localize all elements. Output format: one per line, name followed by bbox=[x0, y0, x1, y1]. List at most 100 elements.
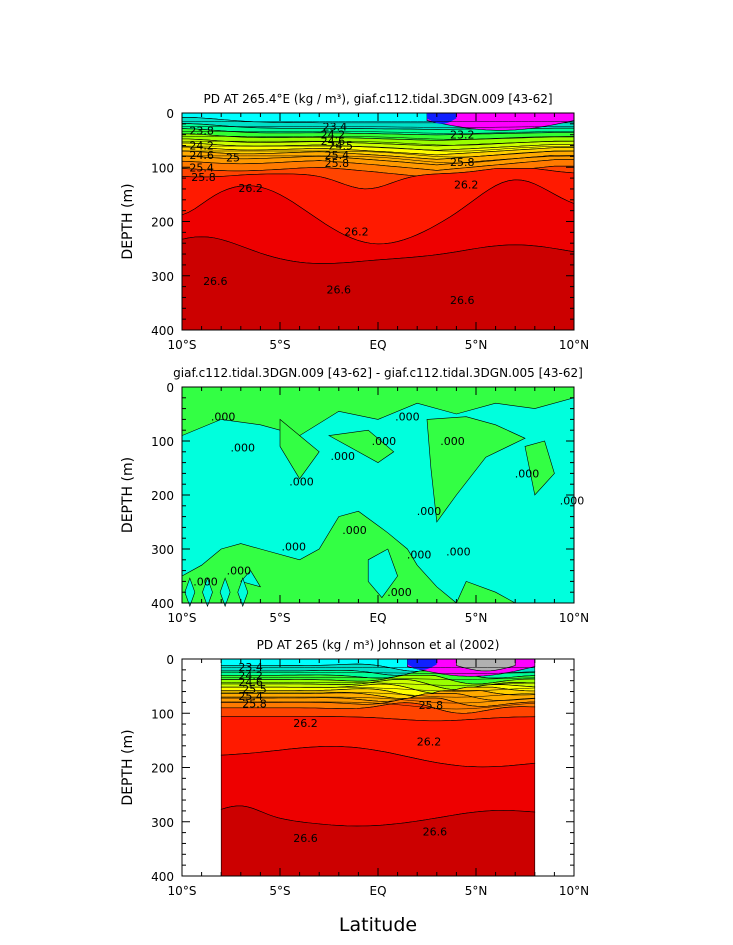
x-tick-label: EQ bbox=[369, 611, 386, 625]
contour-label: 26.2 bbox=[417, 735, 442, 748]
contour-line bbox=[221, 672, 535, 674]
x-tick-label: 5°S bbox=[269, 884, 290, 898]
x-tick-label: 5°N bbox=[465, 884, 488, 898]
x-tick-label: 5°N bbox=[465, 611, 488, 625]
contour-label: 26.2 bbox=[293, 717, 318, 730]
contour-label: 25.8 bbox=[191, 171, 216, 184]
contour-label: .000 bbox=[560, 494, 585, 507]
contour-label: 24.2 bbox=[238, 669, 263, 682]
contour-label: .000 bbox=[342, 524, 367, 537]
x-axis-label: Latitude bbox=[339, 914, 417, 936]
y-tick-label: 200 bbox=[151, 216, 174, 230]
y-tick-label: 300 bbox=[151, 270, 174, 284]
contour-label: .000 bbox=[372, 435, 397, 448]
contour-label: 26.2 bbox=[344, 225, 369, 238]
contour-label: 25.8 bbox=[419, 699, 444, 712]
x-tick-label: EQ bbox=[369, 884, 386, 898]
y-axis-label: DEPTH (m) bbox=[120, 729, 136, 805]
contour-label: 25 bbox=[226, 151, 240, 164]
diamond-mark bbox=[202, 577, 213, 608]
contour-line bbox=[182, 131, 574, 134]
contour-label: .000 bbox=[193, 575, 218, 588]
y-tick-label: 0 bbox=[166, 653, 174, 667]
y-tick-label: 0 bbox=[166, 107, 174, 121]
x-tick-label: 5°S bbox=[269, 338, 290, 352]
contour-label: .000 bbox=[289, 476, 314, 489]
contour-label: .000 bbox=[417, 505, 442, 518]
x-tick-label: 5°N bbox=[465, 338, 488, 352]
difference-region bbox=[279, 418, 320, 480]
x-tick-label: 10°S bbox=[168, 338, 197, 352]
contour-label: 25.4 bbox=[325, 149, 350, 162]
contour-label: 25.5 bbox=[242, 683, 267, 696]
contour-label: .000 bbox=[407, 548, 432, 561]
contour-label: .000 bbox=[395, 411, 420, 424]
y-tick-label: 400 bbox=[151, 324, 174, 338]
contour-label: .000 bbox=[281, 540, 306, 553]
x-tick-label: 10°S bbox=[168, 884, 197, 898]
y-tick-label: 300 bbox=[151, 816, 174, 830]
contour-label: 24.2 bbox=[189, 140, 214, 153]
contour-label: 26.6 bbox=[423, 826, 448, 839]
contour-label: 25.8 bbox=[325, 157, 350, 170]
y-tick-label: 100 bbox=[151, 707, 174, 721]
x-tick-label: 10°N bbox=[559, 611, 589, 625]
contour-line bbox=[182, 145, 575, 152]
contour-label: 25.8 bbox=[450, 156, 475, 169]
contour-label: .000 bbox=[227, 565, 252, 578]
y-tick-label: 200 bbox=[151, 762, 174, 776]
contour-line bbox=[221, 686, 535, 692]
contour-label: .000 bbox=[446, 546, 471, 559]
diamond-mark bbox=[237, 577, 249, 608]
difference-region bbox=[328, 429, 395, 463]
contour-label: .000 bbox=[440, 435, 465, 448]
contour-label: 25.8 bbox=[242, 697, 267, 710]
difference-region bbox=[426, 416, 526, 523]
contour-label: 26.2 bbox=[238, 182, 263, 195]
chart-title: PD AT 265.4°E (kg / m³), giaf.c112.tidal… bbox=[203, 92, 552, 106]
diamond-mark bbox=[219, 577, 231, 608]
contour-label: 24.6 bbox=[238, 676, 263, 689]
y-tick-label: 400 bbox=[151, 870, 174, 884]
contour-label: .000 bbox=[330, 450, 355, 463]
x-tick-label: 5°S bbox=[269, 611, 290, 625]
contour-label: 25.4 bbox=[238, 690, 263, 703]
contour-line bbox=[221, 682, 535, 686]
contour-line bbox=[182, 150, 575, 158]
x-tick-label: EQ bbox=[369, 338, 386, 352]
contour-label: 23.2 bbox=[450, 129, 475, 142]
surface-blue-water bbox=[427, 113, 457, 124]
contour-label: 26.2 bbox=[454, 179, 479, 192]
contour-label: 23.8 bbox=[189, 124, 214, 137]
contour-label: 24.5 bbox=[329, 140, 354, 153]
contour-label: 24.6 bbox=[321, 135, 346, 148]
contour-label: 26.6 bbox=[203, 275, 228, 288]
contour-line bbox=[221, 677, 535, 680]
difference-region bbox=[524, 440, 555, 496]
contour-label: 23.4 bbox=[323, 121, 348, 134]
chart-title: giaf.c112.tidal.3DGN.009 [43-62] - giaf.… bbox=[173, 366, 583, 380]
contour-line bbox=[221, 696, 535, 704]
contour-line bbox=[221, 691, 535, 698]
y-tick-label: 300 bbox=[151, 543, 174, 557]
x-tick-label: 10°N bbox=[559, 884, 589, 898]
contour-label: 26.6 bbox=[293, 832, 318, 845]
contour-label: 26.6 bbox=[327, 283, 352, 296]
contour-label: 24.2 bbox=[321, 129, 346, 142]
panel-top: 10°S 5°S EQ 5°N 10°N 0 100 200 300 400 DEPTH (m) PD… bbox=[120, 92, 589, 352]
diamond-mark bbox=[184, 577, 196, 608]
y-tick-label: 0 bbox=[166, 381, 174, 395]
y-tick-label: 200 bbox=[151, 489, 174, 503]
contour-label: 25.4 bbox=[189, 161, 214, 174]
contour-label: .000 bbox=[515, 467, 540, 480]
contour-label: .000 bbox=[231, 441, 256, 454]
y-tick-label: 400 bbox=[151, 597, 174, 611]
contour-label: 24.6 bbox=[189, 149, 214, 162]
contour-label: .000 bbox=[211, 411, 236, 424]
contour-label: 26.6 bbox=[450, 294, 475, 307]
difference-region bbox=[240, 570, 262, 588]
contour-label: 23.4 bbox=[238, 661, 263, 674]
difference-region bbox=[367, 548, 398, 599]
panel-bottom: 10°S 5°S EQ 5°N 10°N 0 100 200 300 400 DEPTH (m) PD… bbox=[120, 638, 589, 898]
